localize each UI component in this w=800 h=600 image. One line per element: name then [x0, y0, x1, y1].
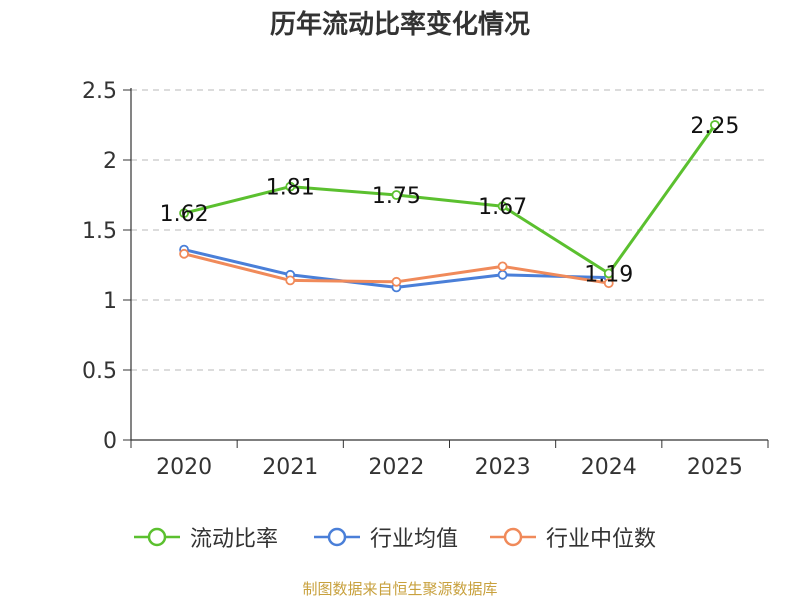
y-tick-label: 2 [103, 149, 117, 174]
data-point [391, 276, 402, 287]
legend-item-industry-mean[interactable]: 行业均值 [312, 520, 458, 554]
data-label: 1.19 [584, 262, 633, 287]
y-tick-label: 0.5 [82, 359, 117, 384]
legend-label: 行业中位数 [546, 527, 657, 552]
y-tick-label: 0 [103, 429, 117, 454]
legend-label: 流动比率 [190, 527, 279, 552]
legend-swatch-current-ratio [134, 527, 180, 547]
x-tick-label: 2023 [475, 455, 531, 480]
y-tick-label: 2.5 [82, 79, 117, 104]
line-chart: 0 0.5 1 1.5 2 2.5 2020 2021 2022 2023 2024 2025 1.6… [82, 79, 769, 480]
data-label: 2.25 [690, 114, 739, 139]
x-tick-label: 2020 [156, 455, 212, 480]
data-label: 1.81 [266, 176, 315, 201]
legend: 流动比率 行业均值 行业中位数 [0, 520, 800, 554]
data-point [603, 278, 614, 289]
data-point [603, 268, 614, 279]
legend-swatch-industry-mean [314, 527, 360, 547]
data-point [179, 208, 189, 219]
x-tick-label: 2021 [262, 455, 318, 480]
legend-item-current-ratio[interactable]: 流动比率 [132, 520, 278, 554]
legend-label: 行业均值 [370, 527, 459, 552]
data-point [710, 120, 720, 130]
series-line-0 [183, 124, 717, 275]
data-label: 1.67 [478, 195, 527, 220]
data-point [497, 261, 508, 272]
chart-title: 历年流动比率变化情况 [269, 10, 530, 40]
data-point [179, 248, 189, 259]
data-point [285, 181, 296, 192]
y-tick-label: 1 [103, 289, 117, 314]
x-tick-label: 2024 [581, 455, 637, 480]
series-lines [179, 120, 720, 293]
source-note: 制图数据来自恒生聚源数据库 [302, 580, 498, 598]
x-tick-label: 2025 [687, 455, 743, 480]
legend-swatch-industry-median [490, 527, 536, 547]
data-point [497, 201, 508, 212]
data-point [285, 275, 296, 286]
data-point [497, 269, 508, 280]
gridlines [131, 89, 768, 371]
x-tick-label: 2022 [368, 455, 424, 480]
y-tick-label: 1.5 [82, 219, 117, 244]
data-point [391, 190, 402, 200]
data-label: 1.62 [160, 202, 209, 227]
axes: 0 0.5 1 1.5 2 2.5 2020 2021 2022 2023 2024 2025 [82, 79, 769, 480]
data-label: 1.75 [372, 184, 421, 209]
legend-item-industry-median[interactable]: 行业中位数 [488, 520, 656, 554]
data-labels: 1.62 1.81 1.75 1.67 1.19 2.25 [160, 114, 740, 287]
